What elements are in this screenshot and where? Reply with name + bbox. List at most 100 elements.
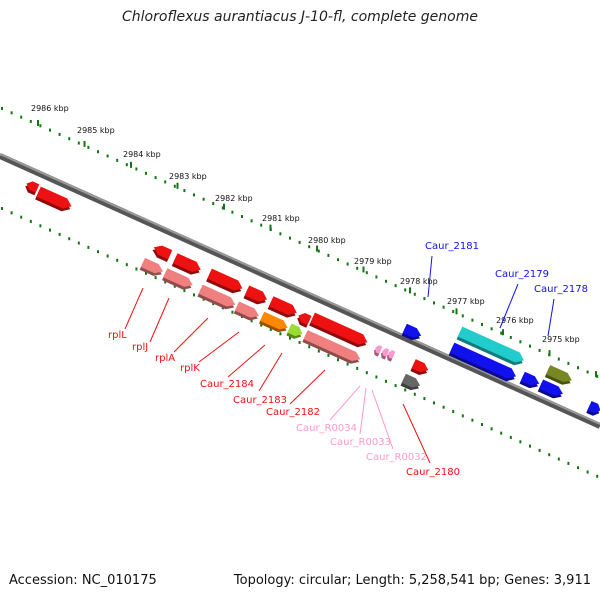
track-dot xyxy=(452,310,455,314)
track-dot xyxy=(212,202,215,206)
track-dot xyxy=(308,345,311,349)
track-dot xyxy=(289,336,291,340)
gene-feature xyxy=(171,253,201,275)
gene-feature xyxy=(206,268,243,294)
gene-feature-body xyxy=(140,257,164,274)
track-dot xyxy=(346,362,349,366)
kbp-tick-label: 2986 kbp xyxy=(31,104,69,113)
gene-label: Caur_2184 xyxy=(200,379,254,390)
gene-feature xyxy=(544,365,572,385)
track-dot xyxy=(471,318,474,322)
track-dot xyxy=(289,236,291,240)
genome-summary-text: Topology: circular; Length: 5,258,541 bp… xyxy=(233,573,591,588)
track-dot xyxy=(202,197,205,201)
gene-feature-body xyxy=(411,359,429,373)
kbp-tick-label: 2979 kbp xyxy=(354,257,392,266)
track-dot xyxy=(346,262,349,266)
gene-label: Caur_R0032 xyxy=(366,452,427,463)
track-dot xyxy=(279,232,282,236)
track-dot xyxy=(269,327,272,331)
kbp-labels: 2986 kbp 2985 kbp 2984 kbp 2983 kbp 2982 kbp… xyxy=(31,104,580,344)
track-dot xyxy=(356,266,359,270)
track-dot xyxy=(87,245,90,249)
track-dot xyxy=(193,193,195,197)
track-dot xyxy=(308,245,311,249)
gene-feature-body xyxy=(235,301,259,318)
leader-line xyxy=(402,403,431,464)
gene-label: Caur_2181 xyxy=(425,241,479,252)
track-dot xyxy=(442,305,445,309)
track-dot xyxy=(471,418,474,422)
leader-line xyxy=(547,298,555,337)
gene-feature-body xyxy=(546,365,572,383)
track-dot xyxy=(423,397,426,401)
gene-feature xyxy=(152,245,173,262)
gene-feature-body xyxy=(244,285,268,302)
gene-feature xyxy=(139,257,164,276)
track-dot xyxy=(586,470,589,474)
leader-line xyxy=(359,387,367,435)
track-dot xyxy=(58,132,61,136)
gene-feature xyxy=(302,330,361,364)
track-dot xyxy=(173,184,176,188)
gene-feature xyxy=(309,312,368,348)
track-dot xyxy=(135,267,138,271)
track-dot xyxy=(260,223,263,227)
track-dot xyxy=(1,107,3,110)
major-tick xyxy=(548,350,551,357)
track-dot xyxy=(500,331,503,335)
track-dot xyxy=(1,207,3,210)
gene-feature-body xyxy=(268,296,297,315)
track-dot xyxy=(145,271,147,275)
track-dot xyxy=(490,427,493,431)
leader-line xyxy=(227,344,266,378)
gene-feature-body xyxy=(163,268,193,287)
track-dot xyxy=(164,280,167,284)
track-dot xyxy=(193,293,195,297)
track-dot xyxy=(538,448,541,452)
track-dot xyxy=(529,444,531,448)
track-dot xyxy=(529,344,531,348)
track-dot xyxy=(365,271,368,275)
gene-feature xyxy=(258,311,288,333)
track-dot xyxy=(423,297,426,301)
gene-feature xyxy=(374,345,383,357)
major-tick xyxy=(223,203,225,210)
track-dot xyxy=(154,176,157,180)
track-dot xyxy=(452,410,455,414)
track-dot xyxy=(20,215,23,219)
major-tick xyxy=(595,371,597,378)
gene-label: rplK xyxy=(180,363,200,374)
major-tick xyxy=(362,266,365,273)
gene-feature xyxy=(243,285,268,305)
gene-feature xyxy=(35,186,72,212)
track-dot xyxy=(490,327,493,331)
track-dot xyxy=(519,340,522,344)
gene-feature xyxy=(286,323,303,339)
track-dot xyxy=(58,232,61,236)
track-dot xyxy=(394,284,397,288)
track-dot xyxy=(77,241,80,245)
track-dot xyxy=(577,366,579,370)
track-dot xyxy=(567,461,570,465)
gene-feature-body xyxy=(298,312,312,326)
genome-backbone xyxy=(0,153,600,429)
track-dot xyxy=(231,210,234,214)
track-dot xyxy=(183,189,186,193)
track-dot xyxy=(10,211,13,215)
kbp-tick-label: 2982 kbp xyxy=(215,194,253,203)
track-dot xyxy=(250,219,253,223)
track-dot xyxy=(442,405,445,409)
major-tick xyxy=(316,245,318,252)
track-dot xyxy=(413,292,416,296)
gene-feature-body xyxy=(388,350,396,359)
major-tick xyxy=(455,308,458,315)
gene-feature-body xyxy=(303,330,361,361)
track-dot xyxy=(97,250,99,254)
gene-feature-body xyxy=(520,371,540,386)
gene-feature xyxy=(410,359,429,375)
gene-feature-body xyxy=(207,268,243,291)
gene-feature xyxy=(381,348,390,360)
leader-line xyxy=(124,287,144,330)
track-dot xyxy=(337,358,339,362)
